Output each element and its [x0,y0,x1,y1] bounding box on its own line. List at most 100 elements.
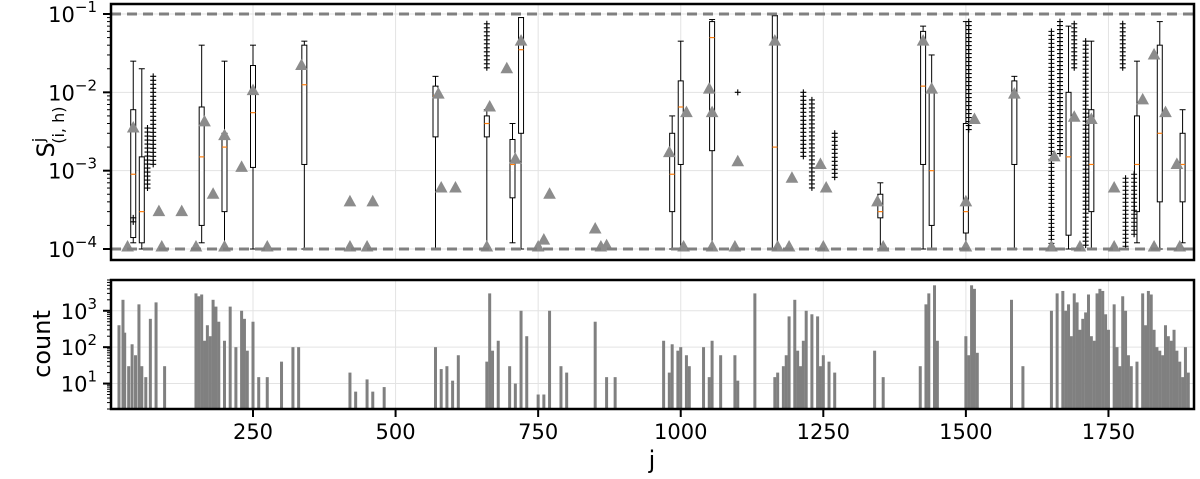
mean-marker [434,181,448,193]
count-bar [536,394,540,409]
outlier-column [831,130,838,181]
mean-marker [1085,112,1098,124]
count-bar [833,372,837,409]
count-bar [127,366,131,409]
box-whisker [432,75,439,250]
box-iqr [518,17,525,134]
count-bar [1064,310,1068,409]
count-bar [203,340,207,409]
count-bar [1155,347,1159,409]
box-whisker [198,44,205,244]
outlier-column [483,20,490,71]
outlier-marker [1071,64,1078,71]
count-bar [1186,372,1190,409]
count-bar [1089,336,1093,409]
count-bar [508,366,512,409]
bottom-y-ticks: 101 102 103 [61,279,111,410]
box-whisker [138,68,145,250]
bottom-x-ticks: 250 500 750 1000 1250 1500 1750 [233,409,1135,444]
count-bar [565,372,569,409]
box-iqr [928,91,935,226]
count-bar [1112,304,1116,409]
count-bar [245,350,249,409]
bottom-y-tick-label: 102 [61,331,97,360]
outlier-marker [144,185,151,192]
count-bar [935,340,939,409]
count-bar [439,369,443,409]
box-whisker [221,60,228,250]
count-bar [1144,325,1148,409]
top-grid [111,4,1194,260]
count-bar [488,293,492,409]
count-bar [1141,293,1145,409]
outlier-marker [130,218,137,225]
box-whisker [301,40,308,250]
count-bar [240,310,244,409]
box-iqr [483,115,490,138]
count-bar [205,325,209,409]
count-bar [1115,347,1119,409]
outlier-column [734,89,741,96]
count-bar [679,347,683,409]
count-bar [1075,302,1079,409]
count-bar [234,347,238,409]
top-panel: 10−4 10−3 10−2 10−1 Sj(i, h) [29,0,1196,262]
box-iqr [1011,80,1018,165]
mean-marker [1107,181,1121,193]
count-bar [1124,310,1128,409]
outlier-column [150,73,157,168]
count-bar [140,366,144,409]
mean-marker [662,145,676,158]
count-bar [818,366,822,409]
count-bar [144,377,148,409]
outlier-marker [1082,242,1089,249]
bottom-panel: 101 102 103 250 500 750 1000 1250 1500 1750 coun… [28,278,1196,474]
outlier-column [1122,175,1129,250]
box-iqr [198,106,205,226]
outlier-column [1082,38,1089,249]
box-whisker [1133,60,1140,244]
outlier-marker [483,64,490,71]
mean-marker [768,34,782,46]
bottom-bars [117,285,1190,409]
count-bar [1175,350,1179,409]
outlier-column [1048,28,1055,251]
mean-marker [198,114,211,127]
count-bar [1181,377,1185,409]
box-iqr [1088,109,1095,213]
count-bar [214,306,218,409]
top-y-tick-label: 10−2 [48,76,97,105]
count-bar [816,316,820,409]
mean-marker [1067,110,1081,122]
count-bar [257,377,261,409]
count-bar [1166,336,1170,409]
count-bar [1161,355,1165,409]
count-bar [491,350,495,409]
count-bar [242,318,246,409]
count-bar [1086,294,1090,409]
bottom-y-axis-label: count [28,310,56,378]
outlier-marker [150,161,157,168]
outlier-marker [734,89,741,96]
count-bar [801,340,805,409]
count-bar [1055,293,1059,409]
mean-marker [1136,92,1150,105]
count-bar [776,372,780,409]
count-bar [1072,293,1076,409]
count-bar [613,377,617,409]
mean-marker [968,112,981,124]
count-bar [793,299,797,409]
count-bar [134,355,138,409]
outlier-column [965,18,972,133]
mean-marker [343,194,357,207]
mean-marker [218,128,231,141]
box-iqr [1156,44,1163,203]
count-bar [434,347,438,409]
count-bar [1129,366,1133,409]
count-bar [194,293,198,409]
box-whisker [877,182,884,250]
bottom-x-tick-label: 1500 [939,420,992,444]
count-bar [211,299,215,409]
bottom-x-tick-label: 250 [233,420,273,444]
top-reference-lines [111,12,1194,251]
